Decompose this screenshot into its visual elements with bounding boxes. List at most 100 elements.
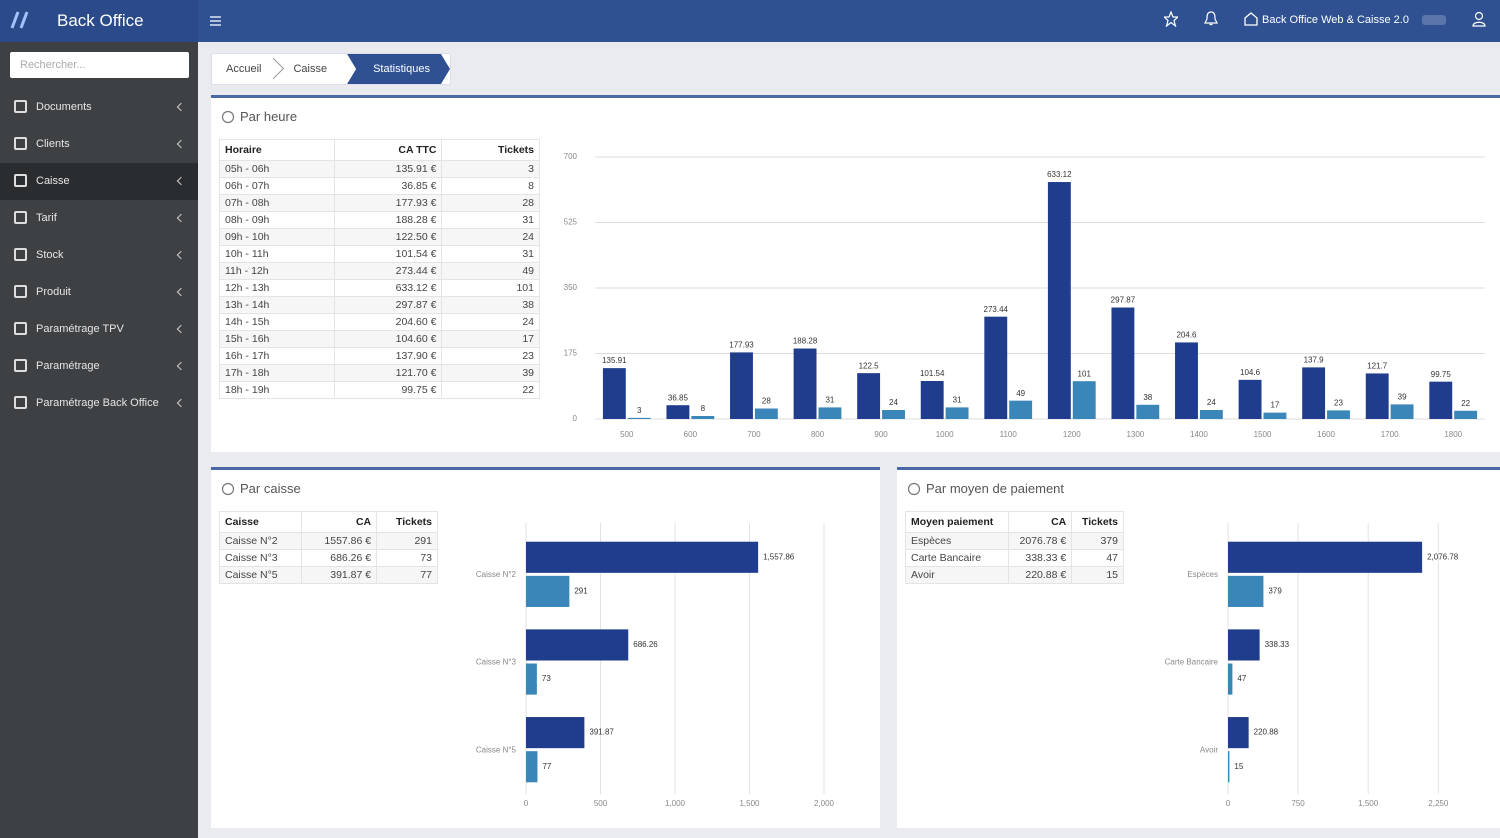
table-cell: 297.87 €: [333, 296, 443, 314]
brand-name: Back Office: [57, 11, 144, 30]
table-header: Moyen paiement CA Tickets: [905, 511, 1124, 533]
table-cell: 10h - 11h: [219, 245, 335, 263]
table-row: 12h - 13h 633.12 €101: [219, 279, 540, 297]
table-cell: 338.33 €: [1007, 549, 1073, 567]
menu-label: Paramétrage TPV: [36, 323, 124, 335]
star-icon[interactable]: [1164, 11, 1178, 27]
breadcrumb: Accueil Caisse Statistiques: [211, 53, 451, 85]
x-tick-label: 1100: [1000, 430, 1018, 439]
menu-item[interactable]: Paramétrage: [0, 348, 198, 385]
menu-item[interactable]: Paramétrage TPV: [0, 311, 198, 348]
breadcrumb-item[interactable]: Statistiques: [347, 54, 450, 84]
x-tick-label: 750: [1291, 799, 1305, 808]
panel-title: Par moyen de paiement: [907, 481, 1064, 496]
panel-title: Par heure: [221, 109, 297, 124]
menu-label: Clients: [36, 138, 70, 150]
x-tick-label: 700: [747, 430, 761, 439]
bar: [818, 407, 842, 419]
bar: [1111, 307, 1135, 419]
bar: [526, 541, 759, 573]
user-icon[interactable]: [1472, 11, 1486, 27]
breadcrumb-item[interactable]: Accueil: [212, 54, 279, 84]
bar: [1228, 751, 1230, 783]
bar: [793, 348, 817, 419]
menu-item[interactable]: Produit: [0, 274, 198, 311]
table-cell: 177.93 €: [333, 194, 443, 212]
table-row: Carte Bancaire 338.33 €47: [905, 549, 1124, 567]
data-label: 47: [1237, 674, 1246, 683]
table-cell: Caisse N°3: [218, 549, 303, 567]
data-label: 39: [1398, 393, 1407, 402]
y-tick-label: Caisse N°3: [476, 658, 517, 667]
sidebar: Rechercher... Documents Clients Caisse Tari…: [0, 42, 198, 838]
bell-icon[interactable]: [1204, 11, 1218, 27]
menu-item[interactable]: Paramétrage Back Office: [0, 385, 198, 422]
bar: [526, 629, 629, 661]
home-icon[interactable]: [1244, 11, 1258, 27]
bar: [526, 575, 570, 607]
table-header: Horaire CA TTC Tickets: [219, 139, 540, 161]
menu-item[interactable]: Documents: [0, 89, 198, 126]
table-cell: 379: [1071, 532, 1124, 550]
column-header: CA: [301, 511, 378, 533]
table-cell: 15: [1071, 566, 1124, 584]
table-row: 14h - 15h 204.60 €24: [219, 313, 540, 331]
table-cell: 273.44 €: [333, 262, 443, 280]
table-cell: 122.50 €: [333, 228, 443, 246]
store-name[interactable]: Back Office Web & Caisse 2.0: [1262, 14, 1409, 26]
x-tick-label: 2,000: [814, 799, 835, 808]
data-label: 24: [889, 398, 898, 407]
x-tick-label: 1600: [1317, 430, 1335, 439]
menu-item[interactable]: Stock: [0, 237, 198, 274]
top-bar: Back Office Back Office Web & Caisse 2.0: [0, 0, 1500, 42]
menu-label: Produit: [36, 286, 71, 298]
table-header: Caisse CA Tickets: [218, 511, 438, 533]
y-tick-label: Carte Bancaire: [1165, 658, 1219, 667]
table-cell: 17h - 18h: [219, 364, 335, 382]
x-tick-label: 900: [874, 430, 888, 439]
data-table: Caisse CA Tickets Caisse N°2 1557.86 €291 Cai…: [218, 511, 438, 584]
bar: [1228, 575, 1264, 607]
data-label: 135.91: [602, 356, 627, 365]
data-label: 338.33: [1265, 640, 1290, 649]
table-cell: 15h - 16h: [219, 330, 335, 348]
table-cell: 07h - 08h: [219, 194, 335, 212]
table-cell: 17: [441, 330, 540, 348]
panel-icon: [221, 482, 235, 496]
menu-item[interactable]: Caisse: [0, 163, 198, 200]
search-input[interactable]: Rechercher...: [10, 52, 189, 78]
bar: [754, 408, 778, 419]
data-label: 22: [1461, 399, 1470, 408]
chevron: [176, 250, 186, 260]
table-row: Caisse N°2 1557.86 €291: [218, 532, 438, 550]
bar: [627, 417, 651, 419]
menu-icon: [14, 359, 27, 372]
column-header: Tickets: [1071, 511, 1124, 533]
brand[interactable]: Back Office: [0, 0, 198, 42]
table-cell: 12h - 13h: [219, 279, 335, 297]
x-tick-label: 1300: [1126, 430, 1144, 439]
panel-title: Par caisse: [221, 481, 301, 496]
blurred-text: [1422, 15, 1446, 25]
bar: [1228, 541, 1423, 573]
table-cell: 23: [441, 347, 540, 365]
bar: [857, 373, 881, 419]
menu-item[interactable]: Tarif: [0, 200, 198, 237]
table-cell: Carte Bancaire: [905, 549, 1009, 567]
breadcrumb-item[interactable]: Caisse: [293, 63, 328, 75]
data-label: 8: [701, 404, 706, 413]
table-row: Caisse N°5 391.87 €77: [218, 566, 438, 584]
menu-icon: [14, 211, 27, 224]
y-tick-label: 525: [564, 218, 578, 227]
menu-toggle[interactable]: [210, 15, 222, 27]
data-label: 379: [1268, 587, 1282, 596]
menu-item[interactable]: Clients: [0, 126, 198, 163]
data-label: 273.44: [984, 305, 1009, 314]
y-tick-label: 0: [573, 414, 578, 423]
menu-icon: [14, 137, 27, 150]
table-cell: 101.54 €: [333, 245, 443, 263]
table-cell: 39: [441, 364, 540, 382]
bar: [1009, 400, 1033, 419]
x-tick-label: 1400: [1190, 430, 1208, 439]
menu-icon: [14, 285, 27, 298]
